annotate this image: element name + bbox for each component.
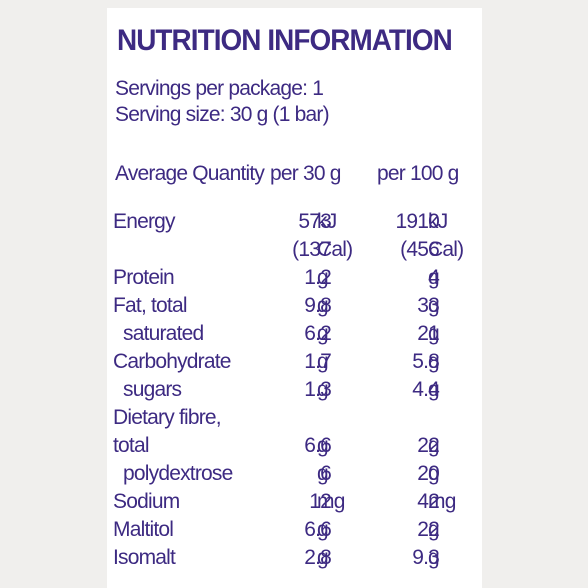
unit-per-serving: mg — [317, 490, 345, 513]
unit-per-100g: g — [428, 378, 440, 401]
value-per-serving: 6.6 — [304, 518, 332, 541]
row-label: polydextrose — [123, 462, 233, 485]
row-maltitol: Maltitol 6.6 g 22 g — [107, 518, 482, 546]
panel-title: NUTRITION INFORMATION — [117, 24, 453, 57]
row-energy-cal: (137 Cal) (456 Cal) — [107, 238, 482, 266]
row-dietary-fibre-total: total 6.6 g 22 g — [107, 434, 482, 462]
table-header: Average Quantity per 30 g per 100 g — [107, 162, 482, 190]
value-per-100g: 22 — [417, 518, 440, 541]
unit-per-100g: g — [428, 350, 440, 373]
serving-size: Serving size: 30 g (1 bar) — [115, 103, 330, 126]
row-label: total — [113, 434, 149, 457]
value-per-100g: 5.8 — [412, 350, 440, 373]
value-per-100g: (456 — [400, 238, 440, 261]
value-per-serving: 573 — [298, 210, 331, 233]
value-per-serving: 12 — [309, 490, 332, 513]
row-label: Protein — [113, 266, 175, 289]
unit-per-serving: g — [317, 462, 329, 485]
unit-per-serving: g — [317, 266, 329, 289]
unit-per-100g: g — [428, 434, 440, 457]
value-per-100g: 4 — [428, 266, 440, 289]
unit-per-100g: g — [428, 462, 440, 485]
row-energy-kj: Energy 573 kJ 1910 kJ — [107, 210, 482, 238]
row-saturated: saturated 6.2 g 21 g — [107, 322, 482, 350]
value-per-100g: 1910 — [395, 210, 439, 233]
value-per-100g: 42 — [417, 490, 440, 513]
header-average-quantity: Average Quantity — [115, 162, 265, 185]
unit-per-serving: g — [317, 350, 329, 373]
value-per-serving: 9.8 — [304, 294, 332, 317]
unit-per-serving: g — [317, 322, 329, 345]
value-per-serving: 1.2 — [304, 266, 332, 289]
row-label: Carbohydrate — [113, 350, 231, 373]
row-isomalt: Isomalt 2.8 g 9.3 g — [107, 546, 482, 574]
row-label: Energy — [113, 210, 176, 233]
unit-per-serving: kJ — [317, 210, 337, 233]
value-per-serving: (137 — [292, 238, 332, 261]
row-label: saturated — [123, 322, 204, 345]
row-label: Dietary fibre, — [113, 406, 222, 429]
unit-per-serving: g — [317, 378, 329, 401]
row-polydextrose: polydextrose 6 g 20 g — [107, 462, 482, 490]
value-per-100g: 22 — [417, 434, 440, 457]
row-label: Fat, total — [113, 294, 188, 317]
unit-per-100g: g — [428, 294, 440, 317]
unit-per-serving: g — [317, 294, 329, 317]
value-per-100g: 9.3 — [412, 546, 440, 569]
servings-per-package: Servings per package: 1 — [115, 77, 324, 100]
unit-per-serving: g — [317, 434, 329, 457]
header-per-100g: per 100 g — [377, 162, 459, 185]
row-label: sugars — [123, 378, 182, 401]
row-label: Maltitol — [113, 518, 174, 541]
row-label: Isomalt — [113, 546, 176, 569]
value-per-serving: 2.8 — [304, 546, 332, 569]
unit-per-100g: g — [428, 322, 440, 345]
unit-per-100g: Cal) — [428, 238, 464, 261]
value-per-serving: 1.3 — [304, 378, 332, 401]
value-per-100g: 4.4 — [412, 378, 440, 401]
value-per-100g: 33 — [417, 294, 440, 317]
row-fat-total: Fat, total 9.8 g 33 g — [107, 294, 482, 322]
value-per-serving: 6.6 — [304, 434, 332, 457]
header-per-serving: per 30 g — [270, 162, 341, 185]
unit-per-100g: g — [428, 546, 440, 569]
unit-per-100g: mg — [428, 490, 456, 513]
unit-per-serving: Cal) — [317, 238, 353, 261]
row-label: Sodium — [113, 490, 180, 513]
value-per-serving: 1.7 — [304, 350, 332, 373]
row-protein: Protein 1.2 g 4 g — [107, 266, 482, 294]
unit-per-100g: g — [428, 266, 440, 289]
unit-per-100g: g — [428, 518, 440, 541]
unit-per-serving: g — [317, 546, 329, 569]
row-carbohydrate: Carbohydrate 1.7 g 5.8 g — [107, 350, 482, 378]
value-per-serving: 6.2 — [304, 322, 332, 345]
row-sodium: Sodium 12 mg 42 mg — [107, 490, 482, 518]
unit-per-serving: g — [317, 518, 329, 541]
unit-per-100g: kJ — [428, 210, 448, 233]
value-per-serving: 6 — [320, 462, 332, 485]
row-sugars: sugars 1.3 g 4.4 g — [107, 378, 482, 406]
nutrition-panel: NUTRITION INFORMATION Servings per packa… — [107, 8, 482, 588]
value-per-100g: 21 — [417, 322, 440, 345]
row-dietary-fibre-label: Dietary fibre, — [107, 406, 482, 434]
value-per-100g: 20 — [417, 462, 440, 485]
